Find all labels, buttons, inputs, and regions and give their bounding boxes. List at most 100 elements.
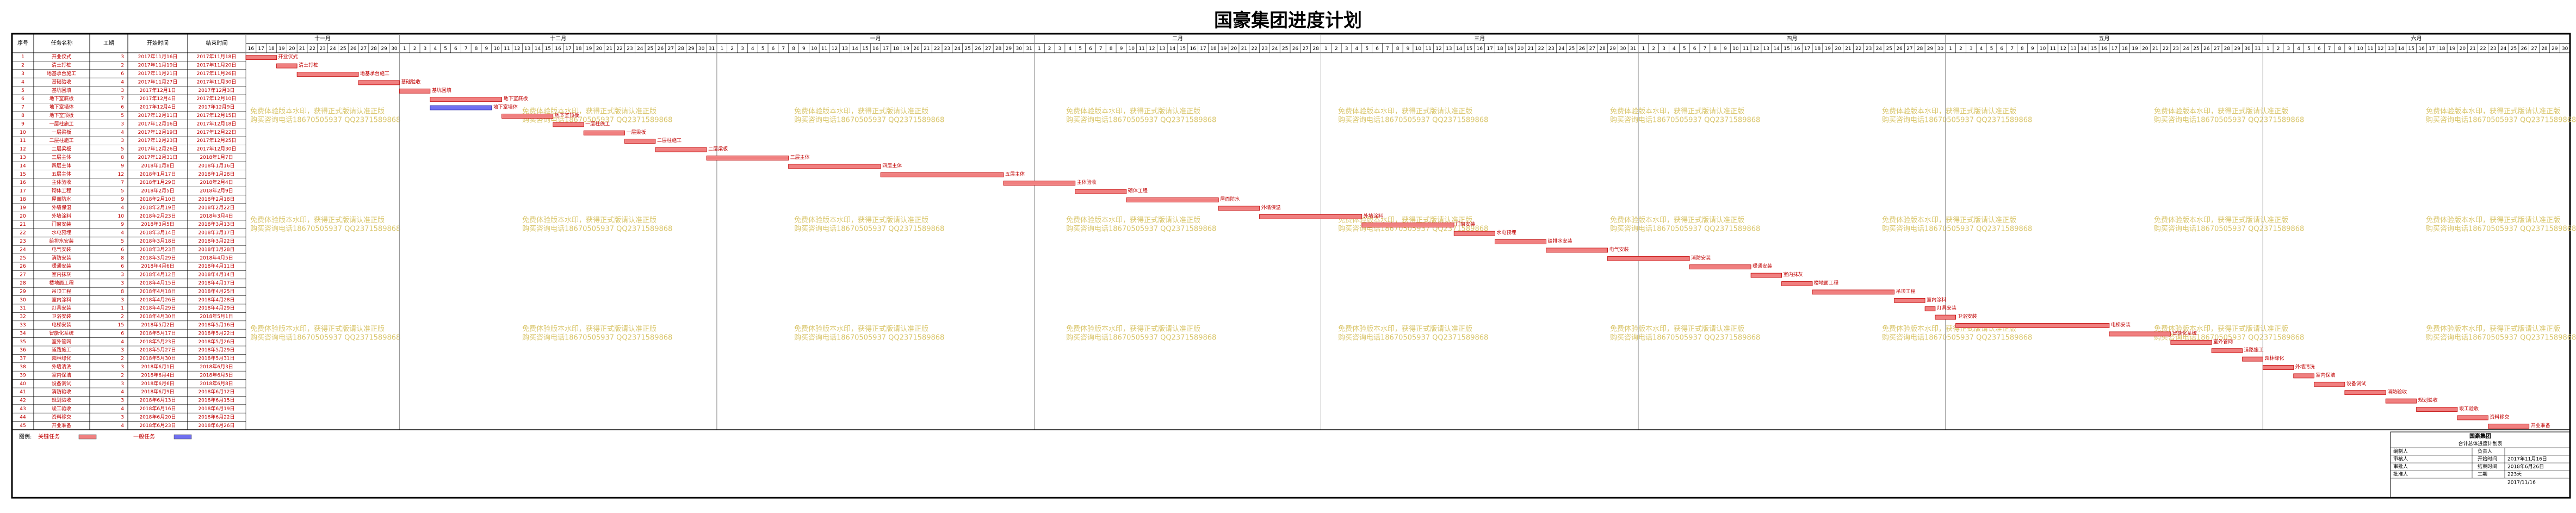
day-label: 30	[1015, 46, 1022, 52]
task-start: 2018年3月29日	[139, 255, 176, 261]
day-label: 2	[413, 46, 417, 52]
task-name: 屋面防水	[52, 196, 71, 202]
bar-label: 外墙清洗	[2295, 363, 2315, 370]
task-bar	[2416, 407, 2458, 412]
task-name: 基坑回填	[52, 87, 71, 94]
task-id: 34	[20, 331, 26, 336]
task-end: 2017年12月10日	[197, 95, 237, 102]
day-label: 1	[403, 46, 406, 52]
bar-label: 园林绿化	[2264, 355, 2284, 362]
day-label: 27	[1303, 46, 1309, 52]
day-label: 15	[2408, 46, 2414, 52]
task-name: 清土打桩	[52, 62, 71, 69]
task-id: 21	[20, 222, 26, 227]
day-label: 11	[821, 46, 827, 52]
day-label: 21	[2469, 46, 2475, 52]
bar-label: 外墙保温	[1261, 204, 1281, 211]
day-label: 19	[2449, 46, 2456, 52]
day-label: 2	[1959, 46, 1962, 52]
task-duration: 15	[118, 323, 124, 328]
task-id: 1	[21, 54, 24, 60]
info-box	[2390, 431, 2571, 498]
watermark: 免费体验版本水印，获得正式版请认准正版	[2154, 216, 2288, 225]
task-duration: 8	[121, 256, 124, 261]
day-label: 25	[340, 46, 346, 52]
task-start: 2018年5月23日	[139, 338, 176, 345]
day-label: 9	[1407, 46, 1410, 52]
task-bar	[2488, 423, 2530, 429]
day-label: 30	[2562, 46, 2568, 52]
task-bar	[276, 63, 298, 69]
day-label: 31	[709, 46, 715, 52]
legend-title: 图例:	[19, 433, 32, 440]
day-label: 1	[1949, 46, 1952, 52]
day-label: 13	[524, 46, 530, 52]
day-label: 21	[299, 46, 305, 52]
task-duration: 6	[121, 105, 124, 110]
day-label: 18	[2439, 46, 2445, 52]
day-label: 3	[741, 46, 744, 52]
task-start: 2018年4月6日	[141, 263, 174, 269]
task-start: 2018年6月6日	[141, 380, 174, 387]
task-name: 园林绿化	[52, 355, 71, 362]
day-label: 7	[2010, 46, 2014, 52]
task-end: 2018年6月5日	[200, 372, 233, 378]
month-label: 四月	[1786, 35, 1797, 42]
chart-title: 国豪集团进度计划	[1214, 10, 1362, 32]
task-duration: 2	[121, 314, 124, 320]
bar-label: 室内抹灰	[1784, 271, 1803, 278]
day-label: 22	[309, 46, 315, 52]
watermark: 免费体验版本水印，获得正式版请认准正版	[1882, 107, 2016, 116]
task-end: 2017年12月30日	[197, 146, 237, 152]
day-label: 30	[391, 46, 398, 52]
day-label: 28	[1917, 46, 1923, 52]
task-bar	[2385, 398, 2417, 404]
day-label: 27	[2531, 46, 2537, 52]
task-id: 36	[20, 348, 26, 353]
day-label: 10	[1415, 46, 1422, 52]
month-label: 三月	[1474, 35, 1485, 42]
task-end: 2018年4月25日	[198, 288, 234, 294]
info-cell: 2018年6月26日	[2507, 463, 2544, 470]
watermark: 购买咨询电话18670505937 QQ2371589868	[1610, 116, 1760, 125]
day-label: 10	[493, 46, 500, 52]
day-label: 3	[1058, 46, 1062, 52]
task-name: 道路施工	[52, 347, 71, 353]
task-id: 28	[20, 281, 26, 286]
bar-label: 二层梁板	[708, 146, 728, 152]
task-start: 2018年6月4日	[141, 372, 174, 378]
watermark: 免费体验版本水印，获得正式版请认准正版	[1066, 107, 1200, 116]
task-start: 2018年1月17日	[139, 171, 176, 177]
watermark: 购买咨询电话18670505937 QQ2371589868	[1882, 116, 2032, 125]
task-end: 2018年2月18日	[198, 196, 234, 202]
day-label: 7	[1099, 46, 1103, 52]
day-label: 24	[2500, 46, 2507, 52]
day-label: 5	[2307, 46, 2311, 52]
watermark: 免费体验版本水印，获得正式版请认准正版	[1882, 216, 2016, 225]
day-label: 12	[514, 46, 520, 52]
task-end: 2017年12月22日	[197, 129, 237, 135]
watermark: 免费体验版本水印，获得正式版请认准正版	[794, 325, 928, 333]
column-header: 工期	[103, 40, 114, 47]
task-end: 2018年4月28日	[198, 296, 234, 303]
day-label: 21	[606, 46, 612, 52]
watermark: 购买咨询电话18670505937 QQ2371589868	[250, 225, 400, 233]
day-label: 27	[667, 46, 673, 52]
day-label: 13	[1446, 46, 1452, 52]
day-label: 26	[975, 46, 981, 52]
task-end: 2018年5月1日	[200, 313, 233, 320]
day-label: 4	[434, 46, 437, 52]
day-label: 20	[1835, 46, 1841, 52]
day-label: 10	[1732, 46, 1739, 52]
month-label: 五月	[2099, 35, 2110, 42]
info-cell: 开始时间	[2478, 456, 2497, 462]
task-name: 规划验收	[52, 397, 71, 404]
day-label: 16	[1190, 46, 1196, 52]
day-label: 7	[782, 46, 785, 52]
task-name: 二层柱施工	[49, 137, 73, 144]
task-name: 开业准备	[52, 422, 71, 429]
day-label: 1	[2267, 46, 2270, 52]
day-label: 28	[995, 46, 1002, 52]
watermark: 购买咨询电话18670505937 QQ2371589868	[1338, 116, 1488, 125]
bar-label: 基础验收	[401, 78, 420, 85]
